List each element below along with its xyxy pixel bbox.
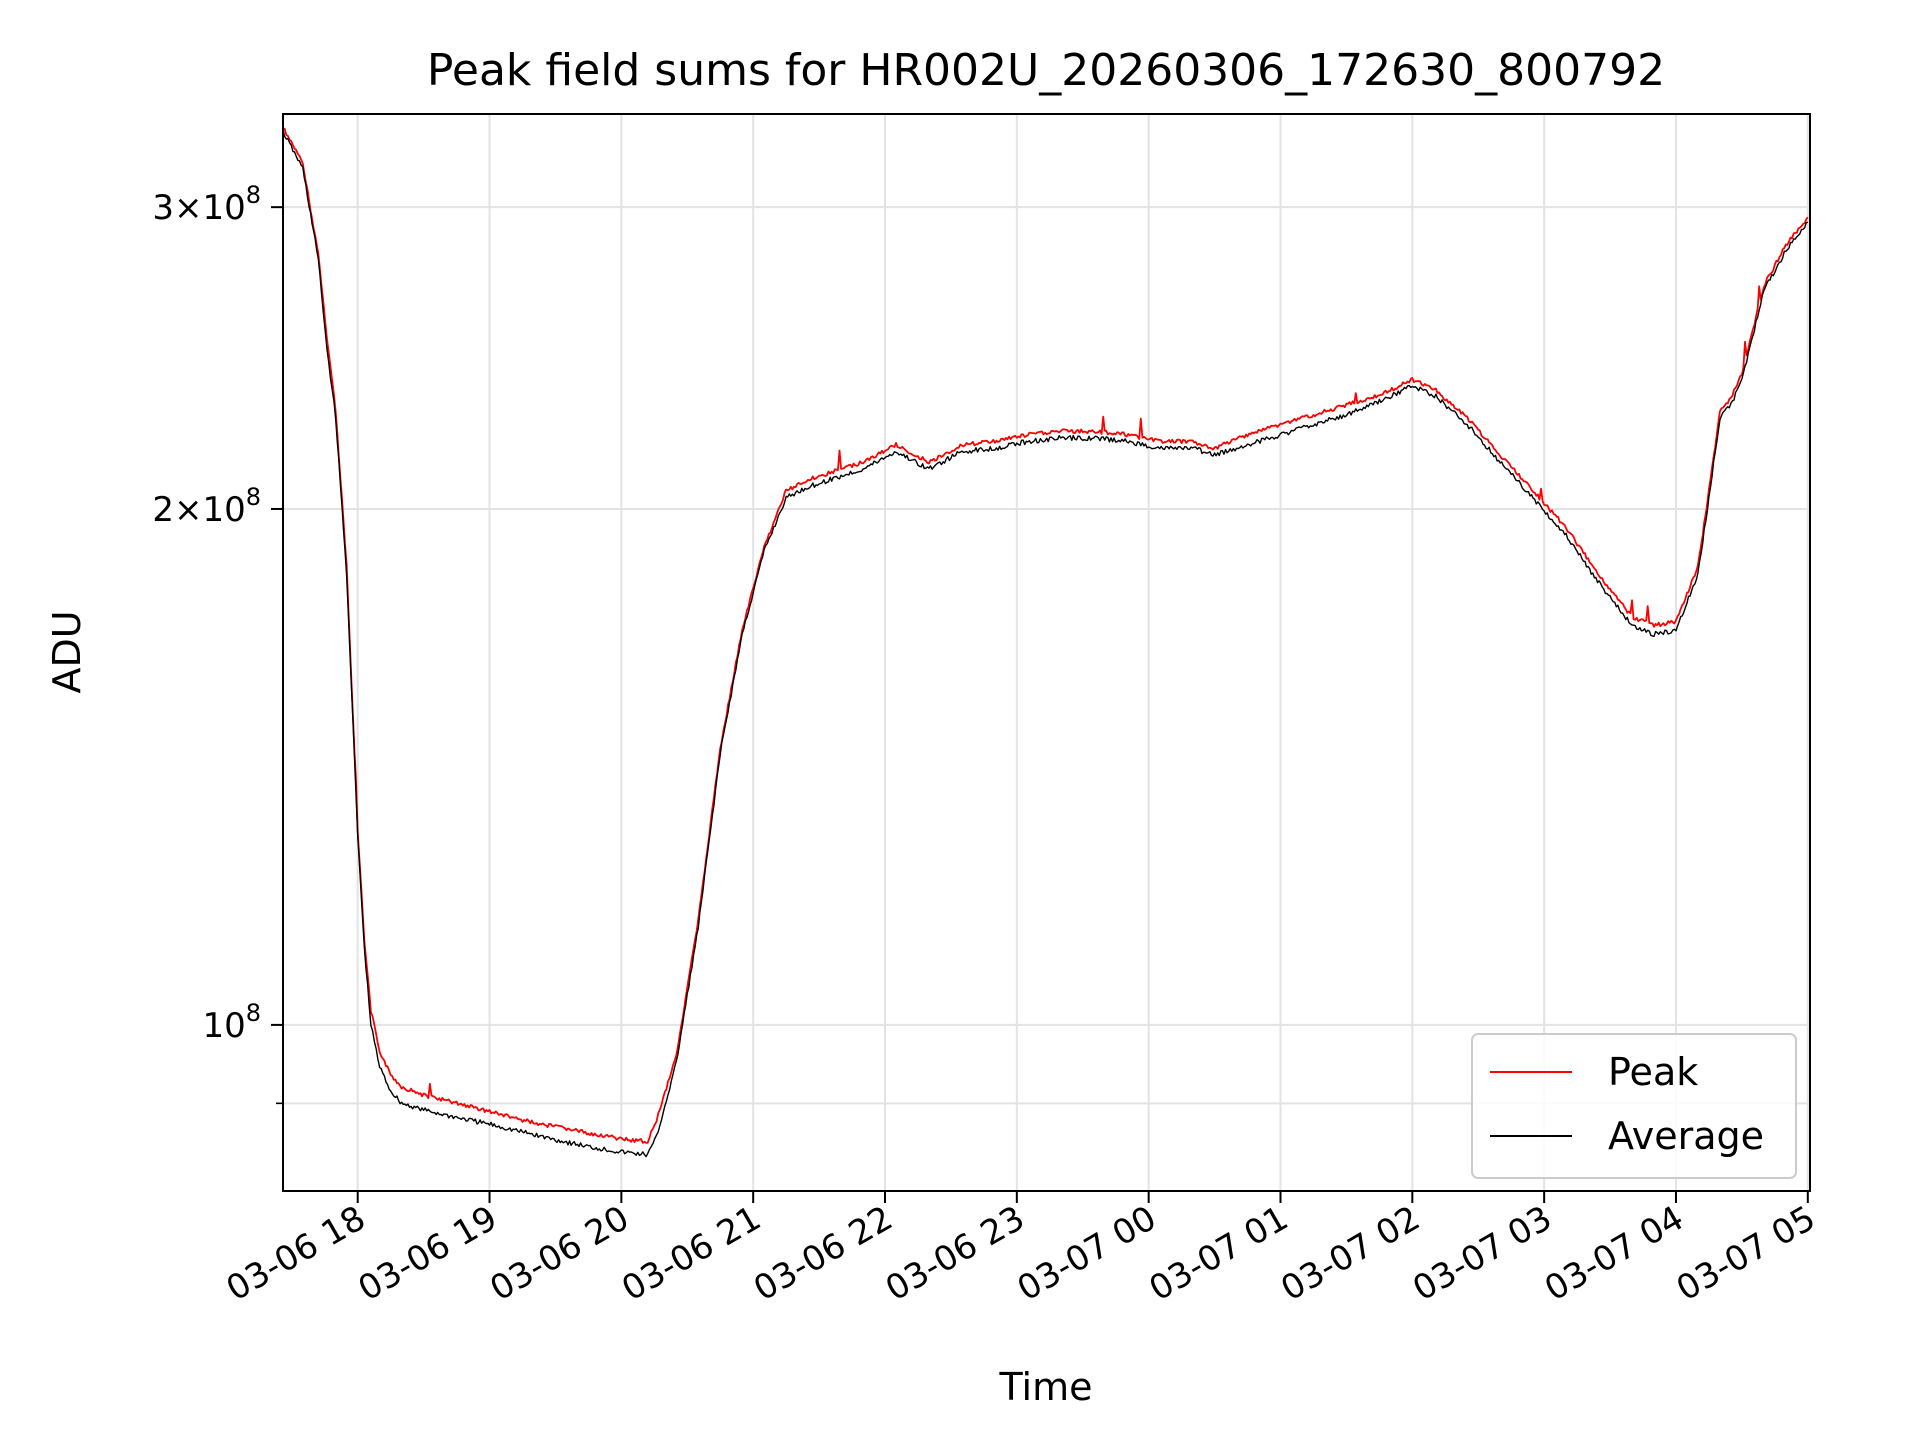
series-layer	[283, 127, 1809, 1158]
series-line-average	[283, 129, 1809, 1158]
y-tick-mantissa: 2	[152, 490, 174, 530]
plot-frame	[282, 113, 1811, 1192]
y-tick-exponent: 8	[246, 999, 261, 1027]
y-tick-times: ×	[174, 490, 203, 530]
y-tick-base: 10	[202, 188, 245, 228]
y-tick-mantissa: 3	[152, 188, 174, 228]
x-axis-label: Time	[999, 1365, 1093, 1409]
legend-label: Average	[1608, 1114, 1764, 1158]
grid	[283, 114, 1810, 1191]
y-tick-exponent: 8	[246, 181, 261, 209]
chart-title: Peak field sums for HR002U_20260306_1726…	[427, 45, 1665, 96]
y-tick-label: 2×108	[152, 483, 261, 530]
y-tick-exponent: 8	[246, 483, 261, 511]
y-tick-times: ×	[174, 188, 203, 228]
y-tick-label: 108	[202, 999, 261, 1046]
y-axis-label: ADU	[45, 610, 89, 693]
y-tick-base: 10	[202, 490, 245, 530]
series-line-peak	[283, 127, 1809, 1144]
legend: Peak Average	[1471, 1033, 1797, 1179]
legend-label: Peak	[1608, 1050, 1698, 1094]
legend-box	[1471, 1033, 1797, 1179]
y-tick-label: 3×108	[152, 181, 261, 228]
y-tick-base: 10	[202, 1006, 245, 1046]
